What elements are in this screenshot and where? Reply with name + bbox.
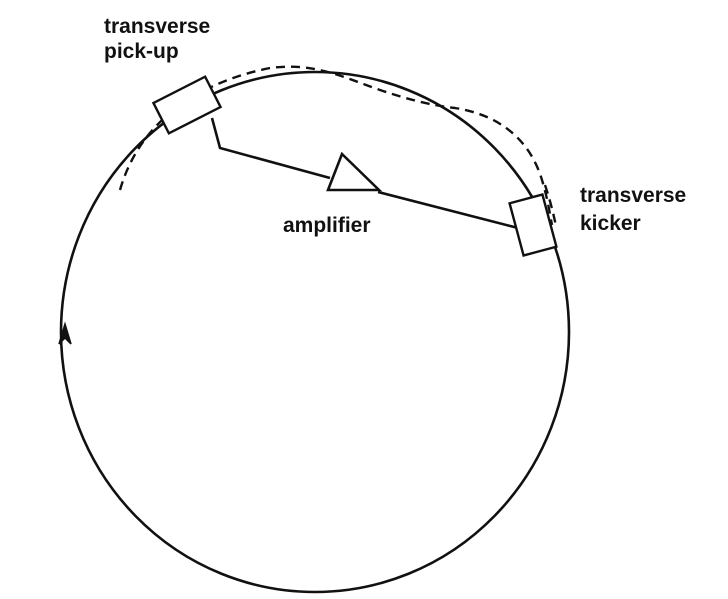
amplifier-label: amplifier (283, 214, 371, 237)
pickup-label-line2: pick-up (104, 40, 179, 63)
kicker-label-line2: kicker (580, 212, 641, 235)
signal-cable-kicker (377, 190, 529, 238)
pickup-box (151, 75, 223, 135)
particle-trajectory-dashed (118, 65, 554, 226)
trajectory-through-kicker (543, 184, 558, 227)
kicker-box (508, 193, 558, 257)
kicker-label-line1: transverse (580, 184, 686, 207)
pickup-label-line1: transverse (104, 15, 210, 38)
storage-ring-orbit (59, 70, 571, 594)
arrow-up-icon (58, 321, 72, 345)
triangle-amplifier-icon (326, 151, 383, 192)
signal-cable-pickup (210, 117, 331, 180)
